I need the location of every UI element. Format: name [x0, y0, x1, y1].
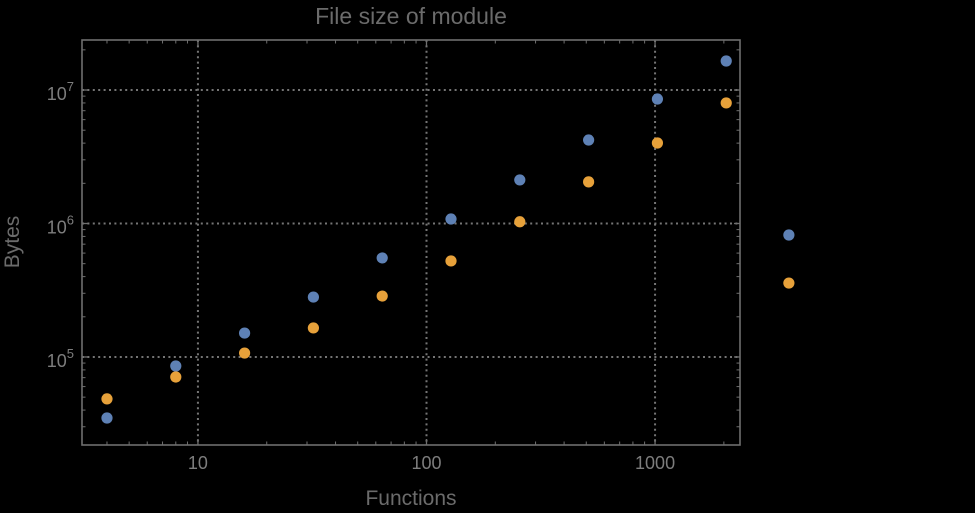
x-tick-label: 10	[188, 453, 208, 473]
point-blue	[720, 55, 732, 67]
point-blue	[583, 134, 595, 146]
point-orange	[783, 277, 795, 289]
point-blue	[170, 360, 182, 372]
point-blue	[514, 174, 526, 186]
point-orange	[651, 137, 664, 149]
y-axis-label: Bytes	[1, 215, 24, 269]
point-blue	[376, 252, 388, 264]
y-tick-label: 105	[47, 346, 74, 371]
point-orange	[376, 290, 388, 302]
point-blue	[651, 93, 664, 105]
x-axis-label: Functions	[365, 487, 457, 510]
point-blue	[445, 213, 457, 225]
point-orange	[720, 97, 732, 109]
point-orange	[583, 176, 595, 188]
point-orange	[307, 322, 319, 334]
point-blue	[783, 229, 795, 241]
point-orange	[170, 371, 182, 383]
chart-title: File size of module	[315, 3, 507, 29]
y-tick-label: 107	[47, 79, 74, 104]
point-blue	[307, 291, 319, 303]
point-blue	[101, 412, 113, 424]
point-blue	[238, 327, 251, 339]
x-tick-label: 1000	[635, 453, 675, 473]
y-tick-label: 106	[47, 212, 74, 237]
point-orange	[101, 393, 113, 405]
plot-frame	[81, 39, 741, 446]
point-orange	[238, 347, 251, 359]
point-orange	[445, 255, 457, 267]
x-tick-label: 100	[411, 453, 441, 473]
point-orange	[514, 216, 526, 228]
